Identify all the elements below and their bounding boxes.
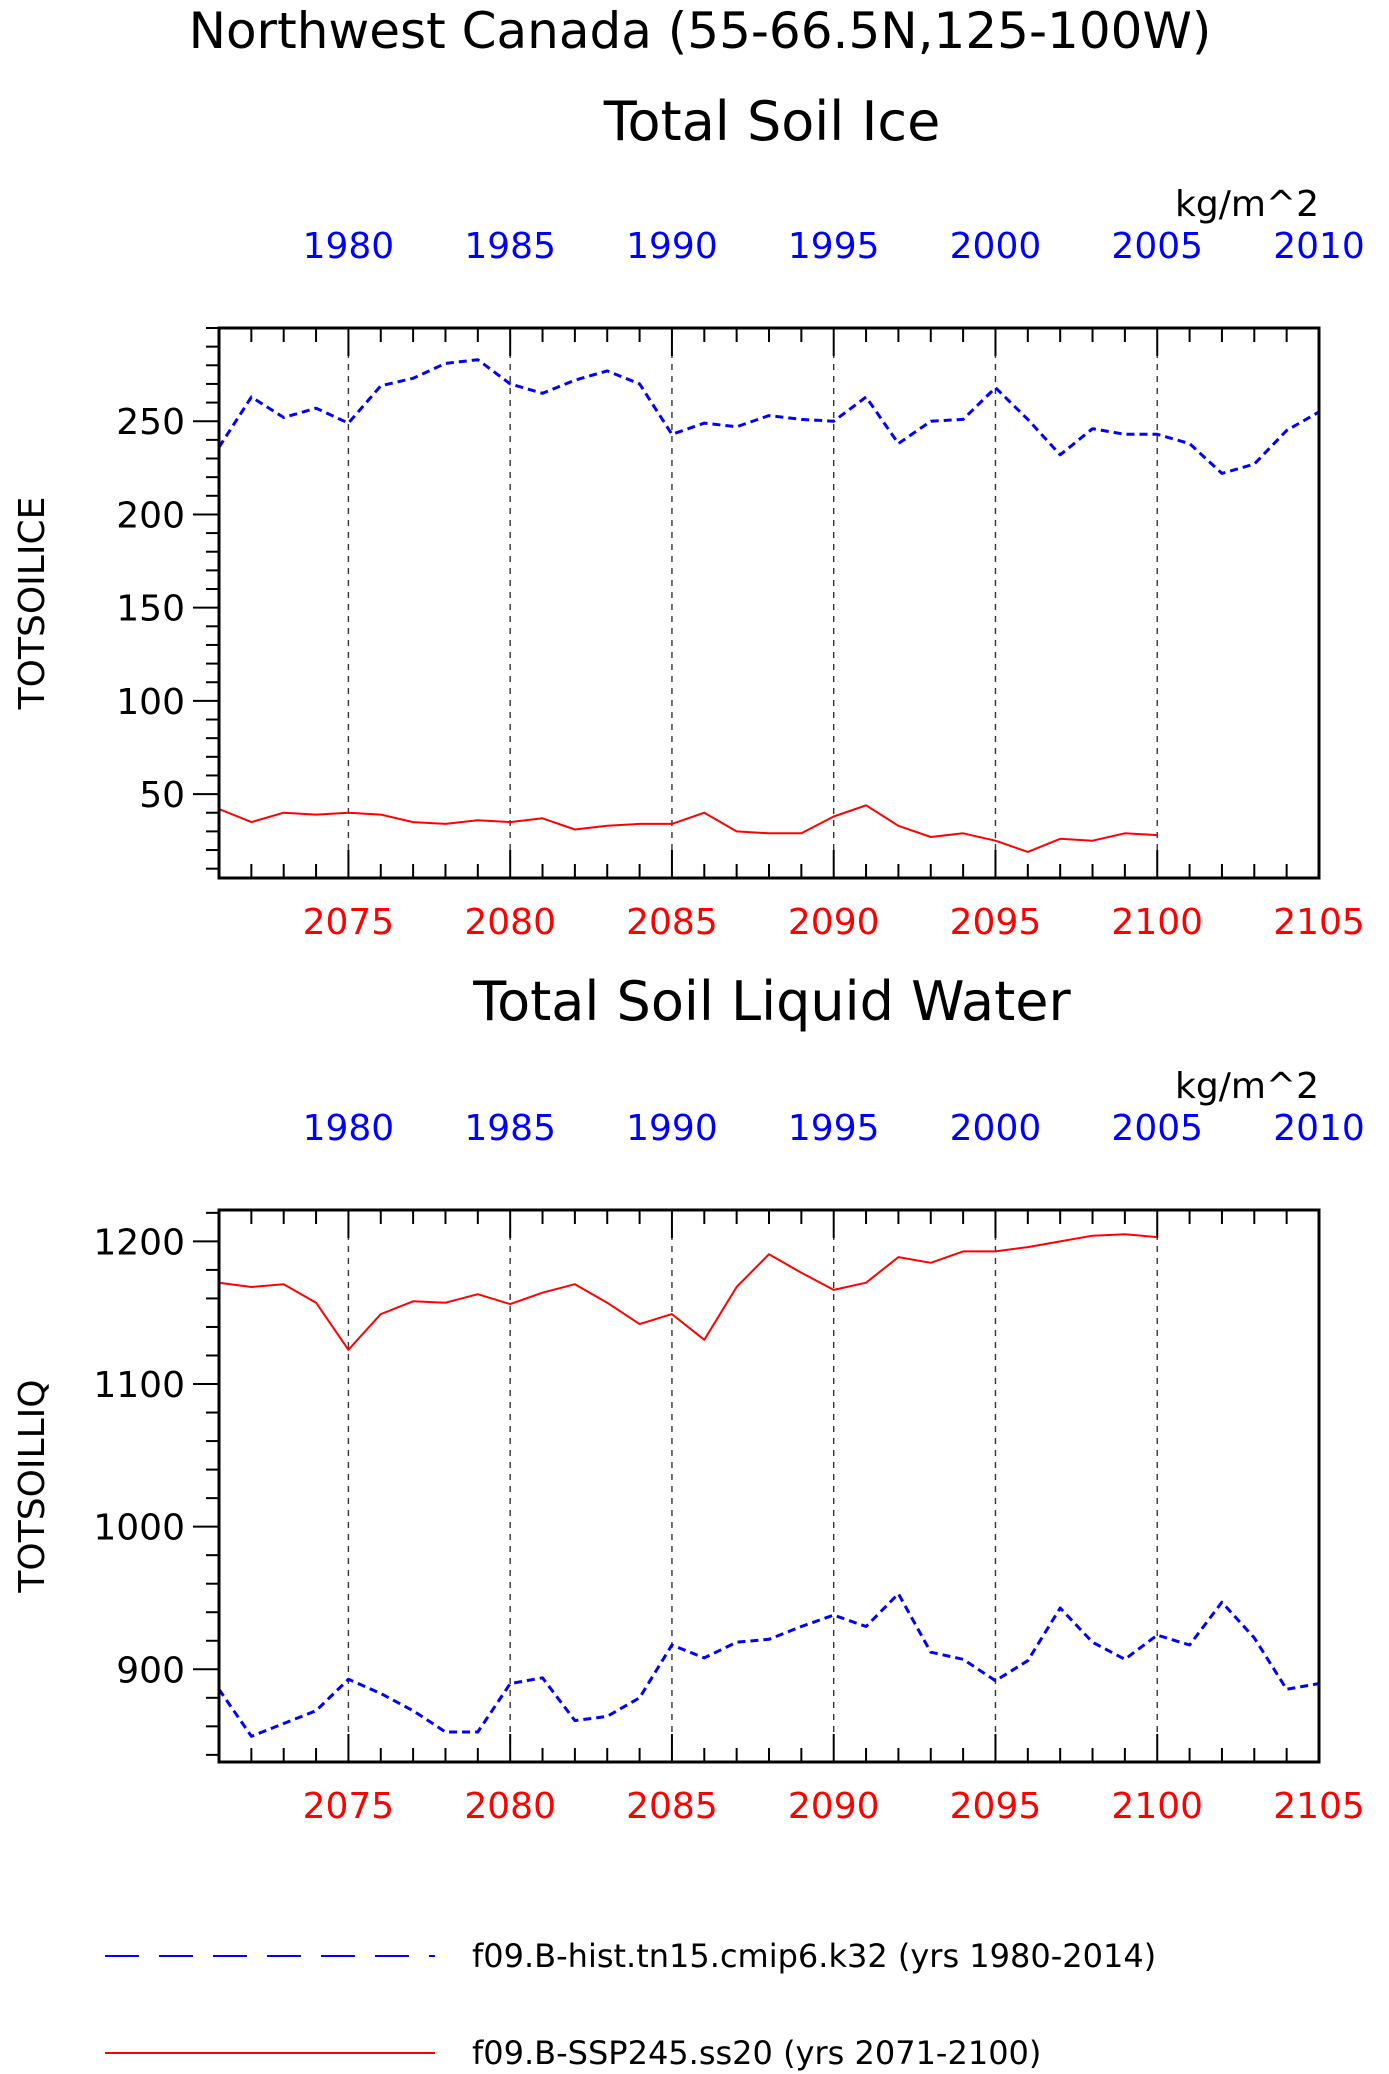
legend-label-ssp245: f09.B-SSP245.ss20 (yrs 2071-2100) [472,2034,1041,2072]
figure-title: Northwest Canada (55-66.5N,125-100W) [189,2,1212,60]
legend-label-hist: f09.B-hist.tn15.cmip6.k32 (yrs 1980-2014… [472,1937,1156,1975]
x-bottom-tick-label: 2080 [464,1786,556,1827]
x-bottom-tick-label: 2100 [1111,902,1203,943]
x-bottom-tick-label: 2085 [626,1786,718,1827]
panel-1-title: Total Soil Ice [603,90,941,153]
x-top-tick-label: 1995 [788,1108,880,1149]
y-tick-label: 900 [116,1650,185,1691]
series-line-ssp245 [218,1233,1158,1351]
x-top-tick-label: 1990 [626,1108,718,1149]
x-bottom-tick-label: 2075 [303,902,395,943]
y-axis-title: TOTSOILLIQ [12,1379,53,1593]
y-tick-label: 1000 [93,1508,185,1549]
x-bottom-tick-label: 2105 [1273,1786,1365,1827]
x-top-tick-label: 2005 [1111,226,1203,267]
x-bottom-tick-label: 2095 [950,902,1042,943]
y-tick-label: 100 [116,682,185,723]
y-tick-label: 150 [116,589,185,630]
y-tick-label: 200 [116,495,185,536]
series-line-hist [217,1592,1320,1738]
y-tick-label: 1100 [93,1365,185,1406]
plot-frame [217,1208,1321,1764]
x-bottom-tick-label: 2085 [626,902,718,943]
x-top-tick-label: 1985 [464,1108,556,1149]
x-bottom-tick-label: 2075 [303,1786,395,1827]
plot-frame [217,326,1321,880]
x-bottom-tick-label: 2095 [950,1786,1042,1827]
x-bottom-tick-label: 2100 [1111,1786,1203,1827]
x-top-tick-label: 1980 [303,226,395,267]
x-top-tick-label: 2000 [950,226,1042,267]
y-tick-label: 1200 [93,1222,185,1263]
panel-total-soil-liquid-water: 2075 2080 2085 2090 2095 2100 2105 1980 1985 1990… [12,1066,1365,1827]
series-line-ssp245 [218,804,1158,853]
x-top-tick-label: 2010 [1273,226,1365,267]
x-top-tick-label: 2010 [1273,1108,1365,1149]
panel-total-soil-ice: 2075 2080 2085 2090 2095 2100 2105 1980 1985 1990… [12,184,1365,943]
x-top-tick-label: 2000 [950,1108,1042,1149]
x-top-tick-label: 1980 [303,1108,395,1149]
y-tick-label: 250 [116,402,185,443]
x-top-tick-label: 2005 [1111,1108,1203,1149]
x-top-tick-label: 1995 [788,226,880,267]
x-bottom-tick-label: 2105 [1273,902,1365,943]
panel-2-title: Total Soil Liquid Water [472,970,1071,1033]
legend: f09.B-hist.tn15.cmip6.k32 (yrs 1980-2014… [105,1937,1156,2072]
y-axis-title: TOTSOILICE [12,497,53,711]
units-label: kg/m^2 [1175,184,1319,225]
units-label: kg/m^2 [1175,1066,1319,1107]
x-bottom-tick-label: 2090 [788,902,880,943]
x-top-tick-label: 1985 [464,226,556,267]
x-top-tick-label: 1990 [626,226,718,267]
x-bottom-tick-label: 2080 [464,902,556,943]
y-tick-label: 50 [139,775,185,816]
x-bottom-tick-label: 2090 [788,1786,880,1827]
series-line-hist [217,358,1320,475]
